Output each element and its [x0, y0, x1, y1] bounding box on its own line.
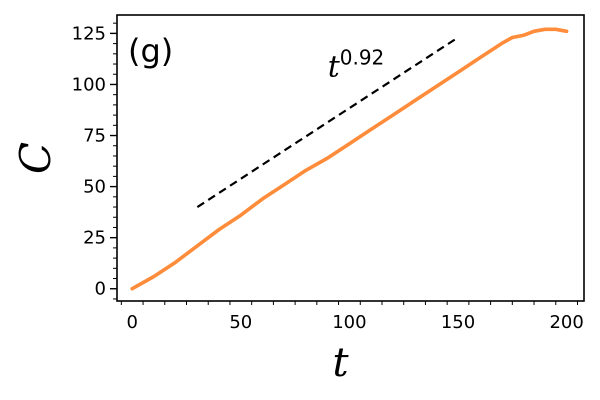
x-tick-label: 150 [441, 312, 475, 333]
y-tick-label: 25 [83, 228, 106, 249]
x-tick-label: 0 [126, 312, 137, 333]
annotation-base: t [328, 49, 341, 84]
y-axis-label: C [11, 142, 60, 174]
x-axis: 0 50 100 150 200 [120, 301, 584, 333]
x-axis-label: t [332, 340, 349, 386]
y-tick-label: 125 [72, 23, 106, 44]
y-axis: 0 25 50 75 100 125 [72, 22, 117, 300]
y-tick-label: 100 [72, 74, 106, 95]
panel-label: (g) [128, 32, 173, 70]
x-tick-label: 100 [332, 312, 366, 333]
x-tick-label: 200 [549, 312, 583, 333]
series-line-0 [130, 27, 569, 291]
annotation-exponent: 0.92 [340, 45, 385, 69]
y-tick-label: 0 [95, 279, 106, 300]
x-tick-label: 50 [229, 312, 252, 333]
power-law-annotation: t0.92 [328, 45, 385, 84]
plot-area [130, 27, 569, 291]
plot-frame [116, 14, 585, 302]
y-tick-label: 75 [83, 126, 106, 147]
y-tick-label: 50 [83, 177, 106, 198]
